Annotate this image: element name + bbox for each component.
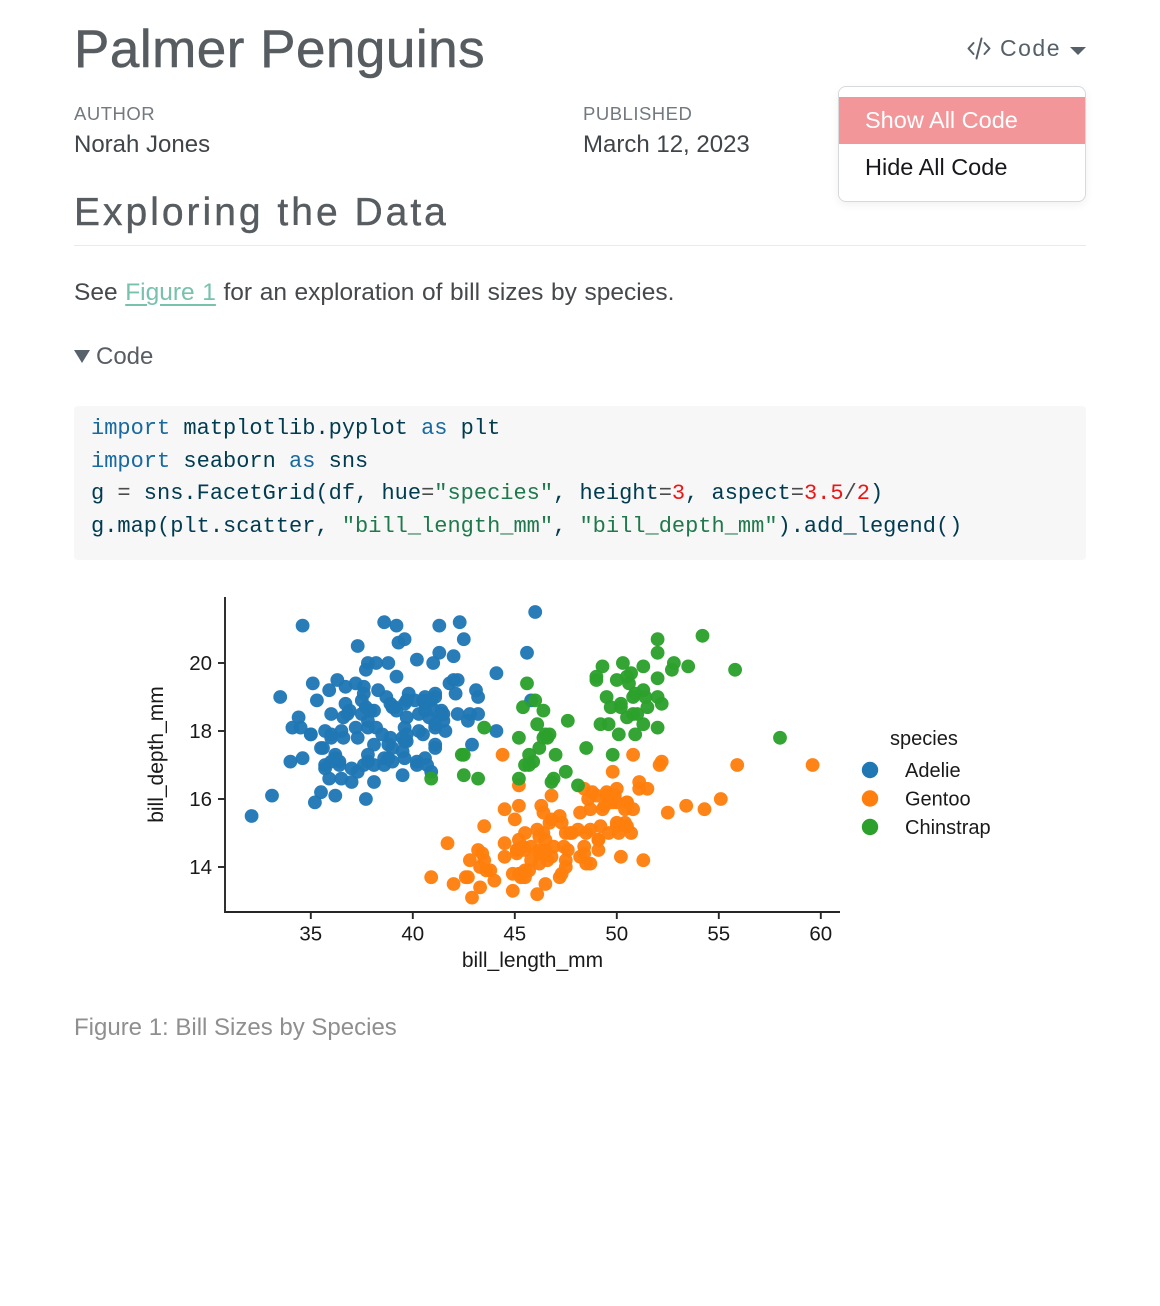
svg-text:14: 14 bbox=[189, 856, 212, 879]
svg-text:bill_length_mm: bill_length_mm bbox=[462, 949, 603, 972]
svg-text:bill_depth_mm: bill_depth_mm bbox=[145, 686, 168, 823]
svg-text:Gentoo: Gentoo bbox=[905, 789, 971, 811]
svg-text:45: 45 bbox=[503, 923, 526, 946]
svg-text:40: 40 bbox=[401, 923, 424, 946]
svg-text:Chinstrap: Chinstrap bbox=[905, 817, 991, 839]
svg-text:18: 18 bbox=[189, 720, 212, 743]
svg-text:20: 20 bbox=[189, 652, 212, 675]
svg-text:50: 50 bbox=[605, 923, 628, 946]
svg-text:55: 55 bbox=[707, 923, 730, 946]
svg-text:35: 35 bbox=[299, 923, 322, 946]
svg-text:16: 16 bbox=[189, 788, 212, 811]
svg-text:species: species bbox=[890, 728, 958, 750]
svg-text:Adelie: Adelie bbox=[905, 760, 961, 782]
svg-text:60: 60 bbox=[809, 923, 832, 946]
